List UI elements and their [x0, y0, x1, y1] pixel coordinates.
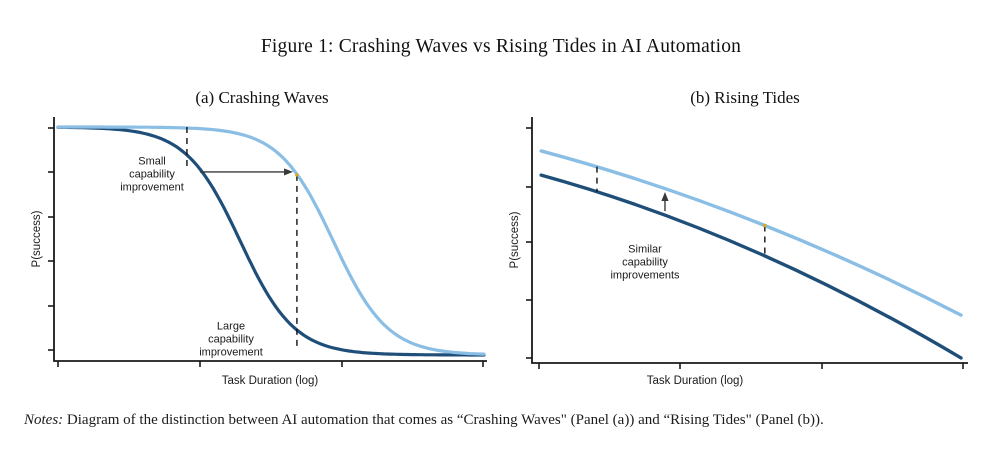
figure-notes: Notes: Diagram of the distinction betwee… [24, 412, 984, 429]
panel-b-x-axis-label: Task Duration (log) [646, 375, 744, 387]
panel-a-x-axis-label: Task Duration (log) [221, 375, 319, 387]
annotation-small-capability-improvement: Small capability improvement [120, 155, 184, 194]
panel-b-y-axis-label: P(success) [509, 211, 521, 269]
panel-a-title: (a) Crashing Waves [195, 88, 329, 107]
figure-title: Figure 1: Crashing Waves vs Rising Tides… [260, 36, 742, 57]
panel-b-title: (b) Rising Tides [690, 88, 800, 107]
annotation-similar-capability-improvements: Similar capability improvements [610, 243, 680, 282]
panel-a-y-axis-label: P(success) [31, 210, 43, 268]
annotation-large-capability-improvement: Large capability improvement [199, 320, 263, 359]
notes-label: Notes: [24, 412, 64, 428]
notes-text: Diagram of the distinction between AI au… [63, 412, 824, 428]
